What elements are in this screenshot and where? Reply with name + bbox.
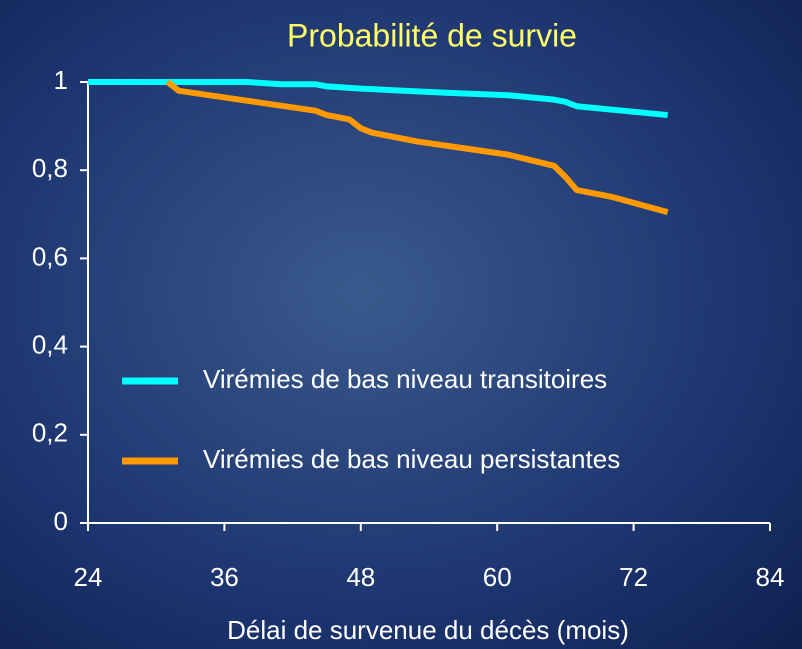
x-tick-label: 84 xyxy=(756,562,785,592)
x-tick-label: 72 xyxy=(619,562,648,592)
x-tick-label: 60 xyxy=(483,562,512,592)
x-tick-label: 48 xyxy=(346,562,375,592)
x-axis-label: Délai de survenue du décès (mois) xyxy=(227,615,629,645)
legend-label: Virémies de bas niveau transitoires xyxy=(203,364,607,394)
x-tick-label: 36 xyxy=(210,562,239,592)
x-tick-label: 24 xyxy=(74,562,103,592)
series-line xyxy=(165,79,669,215)
legend-label: Virémies de bas niveau persistantes xyxy=(203,444,620,474)
series-line xyxy=(88,79,668,119)
y-tick-label: 0,4 xyxy=(32,329,68,359)
y-tick-label: 1 xyxy=(54,65,68,95)
y-tick-label: 0,8 xyxy=(32,153,68,183)
chart-title: Probabilité de survie xyxy=(287,17,577,53)
y-tick-label: 0,2 xyxy=(32,418,68,448)
y-tick-label: 0,6 xyxy=(32,241,68,271)
y-tick-label: 0 xyxy=(54,506,68,536)
